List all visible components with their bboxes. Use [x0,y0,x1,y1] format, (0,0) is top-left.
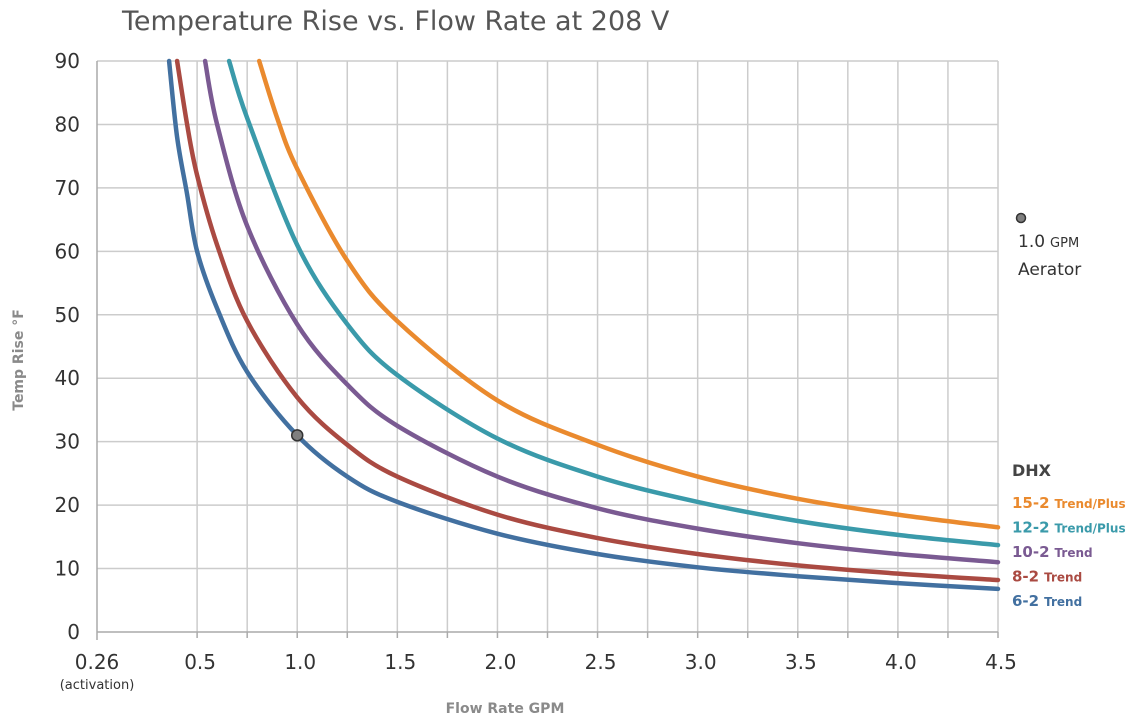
legend-entry: 6-2 Trend [1012,592,1082,610]
aerator-flow-value: 1.0 [1018,232,1045,252]
legend-entry: 12-2 Trend/Plus [1012,519,1126,537]
x-tick-label: 4.0 [885,650,917,674]
series-line-12-2 [226,58,1001,548]
legend: DHX 15-2 Trend/Plus 12-2 Trend/Plus 10-2 Tren… [1012,461,1126,610]
legend-variant: Trend/Plus [1055,497,1126,511]
y-tick-label: 30 [55,430,80,454]
data-markers [290,429,304,442]
y-tick-label: 90 [55,49,80,73]
x-tick-label: 3.0 [685,650,717,674]
y-tick-label: 80 [55,112,80,136]
x-axis-tick-labels: 0.26 (activation) 0.5 1.0 1.5 2.0 2.5 3.0 3.5 4.0… [60,650,1017,693]
legend-model: 12-2 [1012,519,1050,537]
y-axis-tick-labels: 0 10 20 30 40 50 60 70 80 90 [55,49,80,644]
y-tick-label: 0 [67,620,80,644]
grid-lines [96,60,999,640]
legend-model: 10-2 [1012,543,1050,561]
y-axis-label: Temp Rise °F [11,309,27,411]
y-tick-label: 20 [55,493,80,517]
x-tick-label: 2.0 [485,650,517,674]
x-tick-label: 1.5 [384,650,416,674]
series-curves [166,58,1001,592]
x-tick-label: 3.5 [785,650,817,674]
series-line-10-2 [202,58,1001,565]
y-tick-label: 40 [55,366,80,390]
series-line-15-2 [256,58,1001,530]
legend-variant: Trend/Plus [1055,522,1126,536]
x-tick-label: 2.5 [585,650,617,674]
legend-variant: Trend [1055,546,1093,560]
aerator-marker-icon [1015,212,1027,224]
legend-model: 15-2 [1012,494,1050,512]
legend-model: 8-2 [1012,568,1039,586]
y-tick-label: 60 [55,239,80,263]
series-line-8-2 [174,58,1001,583]
legend-variant: Trend [1044,571,1082,585]
y-tick-label: 70 [55,176,80,200]
legend-entry: 10-2 Trend [1012,543,1093,561]
aerator-flow-unit: GPM [1050,236,1079,251]
y-tick-label: 50 [55,303,80,327]
y-tick-label: 10 [55,557,80,581]
x-tick-sublabel: (activation) [60,678,135,693]
legend-model: 6-2 [1012,592,1039,610]
x-tick-label: 0.5 [184,650,216,674]
x-tick-label: 0.26 [75,650,120,674]
x-tick-label: 1.0 [284,650,316,674]
legend-title: DHX [1012,461,1052,480]
legend-entry: 8-2 Trend [1012,568,1082,586]
aerator-flow-label: 1.0 GPM [1018,232,1079,252]
legend-variant: Trend [1044,595,1082,609]
x-axis-label: Flow Rate GPM [446,701,565,717]
legend-entry: 15-2 Trend/Plus [1012,494,1126,512]
x-tick-label: 4.5 [985,650,1017,674]
aerator-point-marker [290,429,304,442]
aerator-annotation: 1.0 GPM Aerator [1015,212,1081,280]
aerator-label: Aerator [1018,260,1081,280]
chart-title: Temperature Rise vs. Flow Rate at 208 V [121,6,670,37]
series-line-6-2 [166,58,1001,592]
